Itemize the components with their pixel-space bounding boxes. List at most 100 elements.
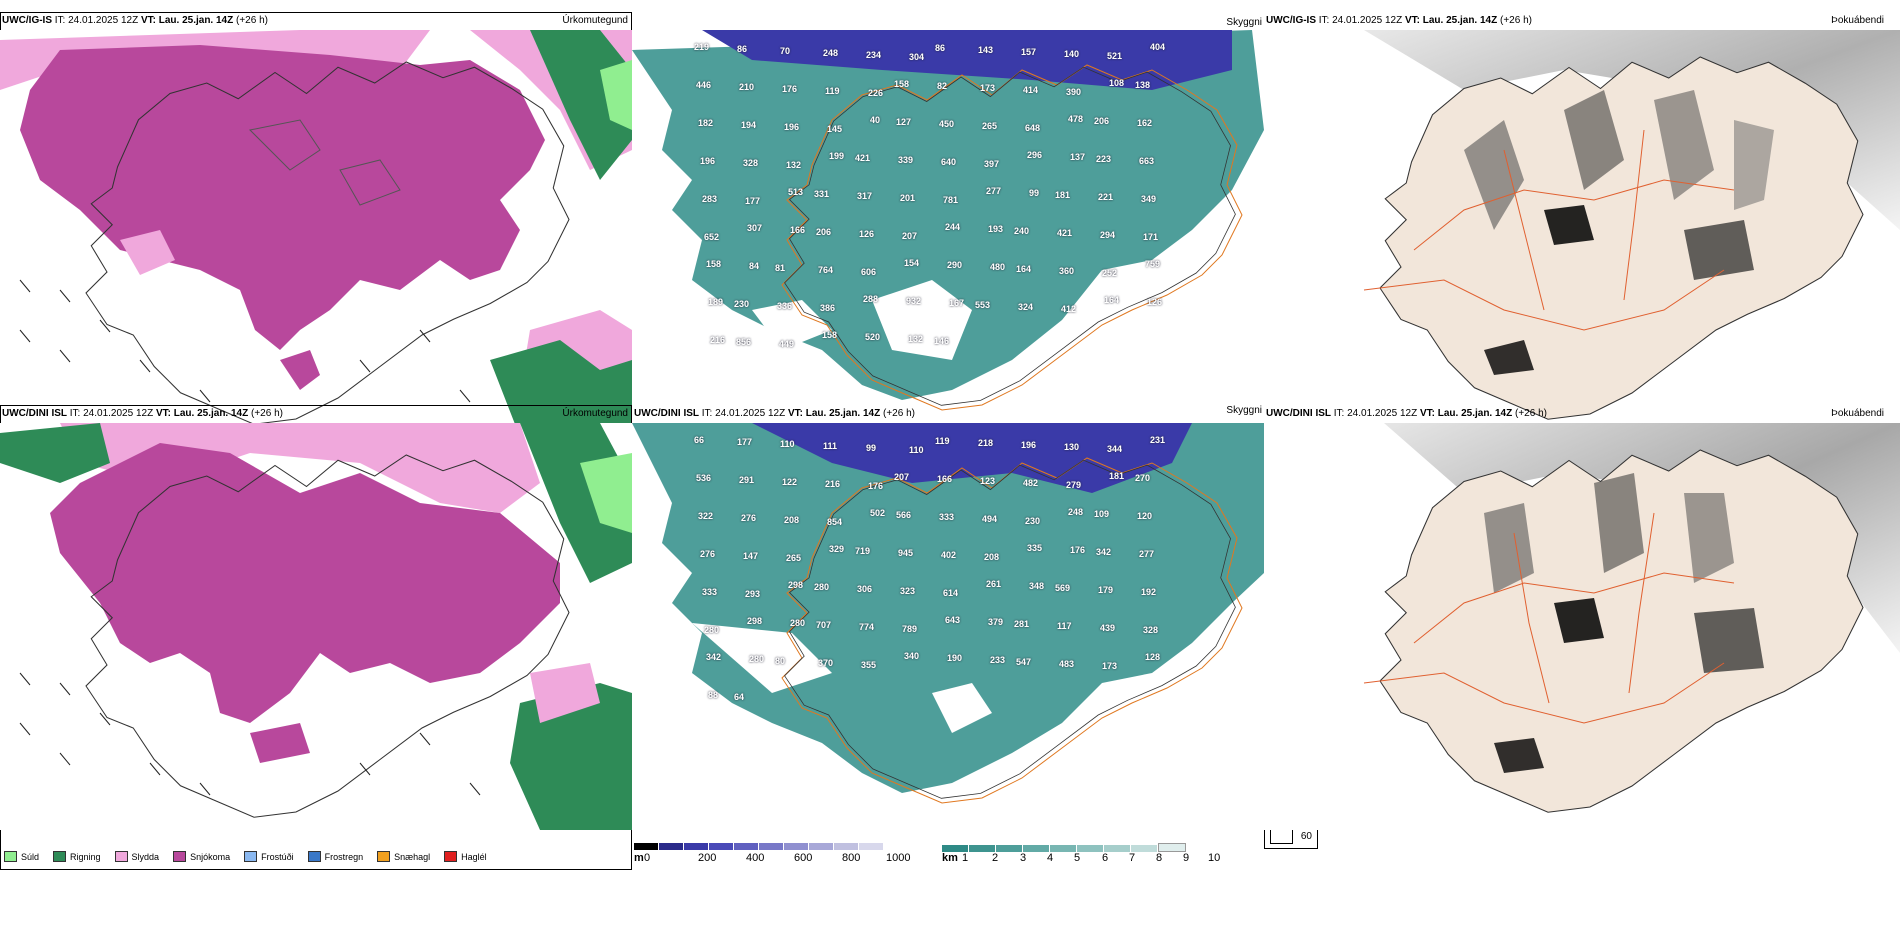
visibility-value-label: 482 [1023, 478, 1039, 488]
visibility-value-label: 288 [863, 294, 879, 304]
init-label: IT: [54, 15, 66, 26]
visibility-value-label: 196 [784, 122, 800, 132]
panel-label-precip: Úrkomutegund [562, 408, 628, 419]
visibility-value-label: 390 [1066, 87, 1082, 97]
visibility-value-label: 553 [975, 300, 991, 310]
visibility-value-label: 206 [816, 227, 832, 237]
visibility-value-label: 108 [1109, 78, 1125, 88]
visibility-value-label: 640 [941, 157, 957, 167]
visibility-value-label: 99 [1029, 188, 1040, 198]
visibility-value-label: 157 [1021, 47, 1037, 57]
legend-item-suld: Súld [4, 851, 39, 862]
visibility-value-label: 480 [990, 262, 1006, 272]
fog-map [1264, 30, 1900, 437]
visibility-value-label: 119 [935, 436, 950, 446]
visibility-value-label: 344 [1107, 444, 1123, 454]
visibility-value-label: 402 [941, 550, 957, 560]
visibility-value-label: 759 [1145, 259, 1161, 269]
panel-label-fog: Þokuábendi [1831, 15, 1884, 26]
panel-label-fog: Þokuábendi [1831, 408, 1884, 419]
visibility-value-label: 177 [737, 437, 753, 447]
visibility-value-label: 293 [745, 589, 761, 599]
visibility-value-label: 283 [702, 194, 718, 204]
visibility-value-label: 147 [743, 551, 759, 561]
visibility-value-label: 280 [814, 582, 830, 592]
visibility-panel-row2: UWC/DINI ISL IT: 24.01.2025 12Z VT: Lau.… [632, 405, 1318, 870]
visibility-value-label: 280 [749, 654, 765, 664]
visibility-value-label: 171 [1143, 232, 1159, 242]
panel-label-vis: Skyggni [1226, 17, 1262, 28]
visibility-value-label: 449 [779, 339, 795, 349]
visibility-value-label: 230 [734, 299, 750, 309]
visibility-value-label: 234 [866, 50, 882, 60]
visibility-value-label: 196 [700, 156, 716, 166]
visibility-value-label: 109 [1094, 509, 1110, 519]
visibility-value-label: 126 [859, 229, 875, 239]
visibility-value-label: 663 [1139, 156, 1155, 166]
visibility-value-label: 128 [1145, 652, 1161, 662]
visibility-value-label: 88 [708, 690, 719, 700]
visibility-value-label: 179 [1098, 585, 1114, 595]
panel-title: UWC/IG-IS IT: 24.01.2025 12Z VT: Lau. 25… [1266, 15, 1532, 26]
visibility-value-label: 421 [1057, 228, 1073, 238]
visibility-value-label: 643 [945, 615, 961, 625]
visibility-value-label: 40 [870, 115, 881, 125]
visibility-value-label: 328 [1143, 625, 1159, 635]
visibility-value-label: 162 [1137, 118, 1153, 128]
visibility-value-label: 82 [937, 81, 948, 91]
visibility-value-label: 339 [898, 155, 914, 165]
visibility-value-label: 182 [698, 118, 714, 128]
visibility-value-label: 370 [818, 658, 834, 668]
visibility-value-label: 145 [827, 124, 843, 134]
precip-legend: Súld Rigning Slydda Snjókoma Frostúði Fr… [4, 851, 487, 862]
visibility-value-label: 331 [814, 189, 830, 199]
precip-map [0, 30, 632, 437]
visibility-value-label: 277 [1139, 549, 1155, 559]
visibility-value-label: 336 [777, 301, 793, 311]
panel-title: UWC/DINI ISL IT: 24.01.2025 12Z VT: Lau.… [2, 408, 283, 419]
model-name: UWC/DINI ISL [2, 408, 67, 419]
visibility-value-label: 317 [857, 191, 873, 201]
visibility-value-label: 206 [1094, 116, 1110, 126]
visibility-value-label: 290 [947, 260, 963, 270]
visibility-value-label: 110 [780, 439, 795, 449]
visibility-value-label: 945 [898, 548, 914, 558]
visibility-value-label: 348 [1029, 581, 1045, 591]
visibility-value-label: 99 [866, 443, 877, 453]
visibility-map [632, 30, 1264, 437]
visibility-value-label: 478 [1068, 114, 1084, 124]
visibility-value-label: 208 [984, 552, 1000, 562]
visibility-value-label: 127 [896, 117, 912, 127]
visibility-value-label: 166 [937, 474, 953, 484]
visibility-value-label: 154 [904, 258, 920, 268]
visibility-value-label: 119 [825, 86, 840, 96]
visibility-value-label: 194 [741, 120, 757, 130]
visibility-value-label: 126 [1147, 297, 1163, 307]
visibility-value-label: 719 [855, 546, 871, 556]
visibility-value-label: 84 [749, 261, 760, 271]
visibility-value-label: 606 [861, 267, 877, 277]
visibility-value-label: 176 [868, 481, 884, 491]
elevation-colorbar [634, 843, 884, 850]
visibility-value-label: 349 [1141, 194, 1157, 204]
visibility-value-label: 360 [1059, 266, 1075, 276]
visibility-value-label: 450 [939, 119, 955, 129]
visibility-value-label: 111 [823, 441, 838, 451]
visibility-value-label: 280 [790, 618, 806, 628]
visibility-value-label: 70 [780, 46, 791, 56]
visibility-value-label: 193 [988, 224, 1004, 234]
visibility-value-label: 280 [704, 625, 720, 635]
visibility-value-label: 176 [1070, 545, 1086, 555]
visibility-value-label: 196 [1021, 440, 1037, 450]
visibility-value-label: 333 [702, 587, 718, 597]
visibility-value-label: 279 [1066, 480, 1082, 490]
visibility-value-label: 324 [1018, 302, 1034, 312]
visibility-value-label: 66 [694, 435, 705, 445]
visibility-value-label: 164 [1016, 264, 1032, 274]
visibility-value-label: 177 [745, 196, 761, 206]
visibility-value-label: 233 [990, 655, 1006, 665]
visibility-value-label: 932 [906, 296, 922, 306]
visibility-value-label: 355 [861, 660, 877, 670]
lead-time: (+26 h) [236, 15, 268, 26]
visibility-value-label: 412 [1061, 304, 1077, 314]
